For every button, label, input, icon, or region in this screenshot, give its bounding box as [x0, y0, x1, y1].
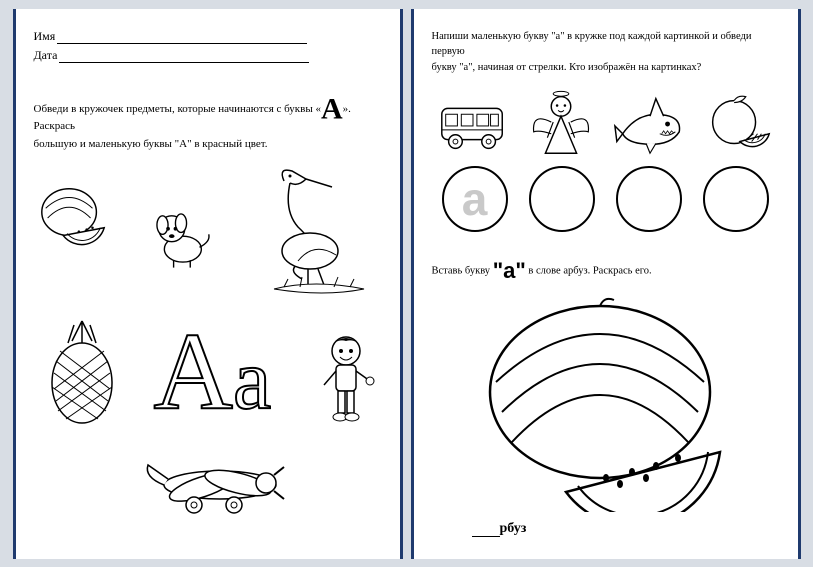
big-letter-inline: А [321, 92, 343, 125]
date-label: Дата [34, 48, 58, 63]
trace-circle-1[interactable]: а [442, 166, 508, 232]
blank-letter[interactable] [472, 523, 500, 537]
word-suffix: рбуз [500, 521, 527, 536]
left-page: Имя Дата Обведи в кружочек предметы, кот… [13, 9, 403, 559]
name-field-row: Имя [34, 29, 382, 44]
trace-circle-3[interactable] [616, 166, 682, 232]
angel-icon [522, 88, 600, 160]
instr-top-line2: букву "а", начиная от стрелки. Кто изобр… [432, 62, 702, 73]
lowercase-a: а [233, 331, 271, 427]
dog-icon [144, 201, 218, 275]
instr-line2: большую и маленькую буквы "А" в красный … [34, 138, 268, 150]
left-gallery: Аа [34, 161, 382, 541]
right-page: Напиши маленькую букву "а" в кружке под … [411, 9, 801, 559]
fill-word: рбуз [472, 521, 780, 537]
picture-row [432, 88, 780, 160]
airplane-icon [134, 441, 304, 531]
orange-icon [699, 88, 777, 160]
name-label: Имя [34, 29, 56, 44]
date-underline[interactable] [59, 52, 309, 63]
shark-icon [611, 88, 689, 160]
right-instruction-top: Напиши маленькую букву "а" в кружке под … [432, 29, 780, 76]
heron-icon [254, 161, 384, 301]
instr-mid-2: в слове арбуз. Раскрась его. [526, 265, 652, 276]
pineapple-icon [38, 311, 128, 431]
circle-row: а [432, 166, 780, 232]
left-instruction: Обведи в кружочек предметы, которые начи… [34, 101, 382, 154]
instr-part1: Обведи в кружочек предметы, которые начи… [34, 103, 322, 115]
page-spread: Имя Дата Обведи в кружочек предметы, кот… [13, 9, 801, 559]
bus-icon [434, 88, 512, 160]
instr-top-line1: Напиши маленькую букву "а" в кружке под … [432, 31, 752, 58]
watermelon-small-icon [34, 179, 112, 257]
watermelon-large-icon [456, 292, 756, 512]
instr-mid-1: Вставь букву [432, 265, 493, 276]
big-watermelon [432, 292, 780, 517]
date-field-row: Дата [34, 48, 382, 63]
capital-a: А [154, 310, 233, 432]
name-underline[interactable] [57, 33, 307, 44]
trace-circle-2[interactable] [529, 166, 595, 232]
trace-letter: а [462, 176, 488, 222]
trace-circle-4[interactable] [703, 166, 769, 232]
boy-icon [312, 331, 382, 431]
center-letters: Аа [154, 316, 272, 426]
instr-mid-letter: "а" [493, 258, 526, 283]
right-instruction-mid: Вставь букву "а" в слове арбуз. Раскрась… [432, 258, 780, 284]
